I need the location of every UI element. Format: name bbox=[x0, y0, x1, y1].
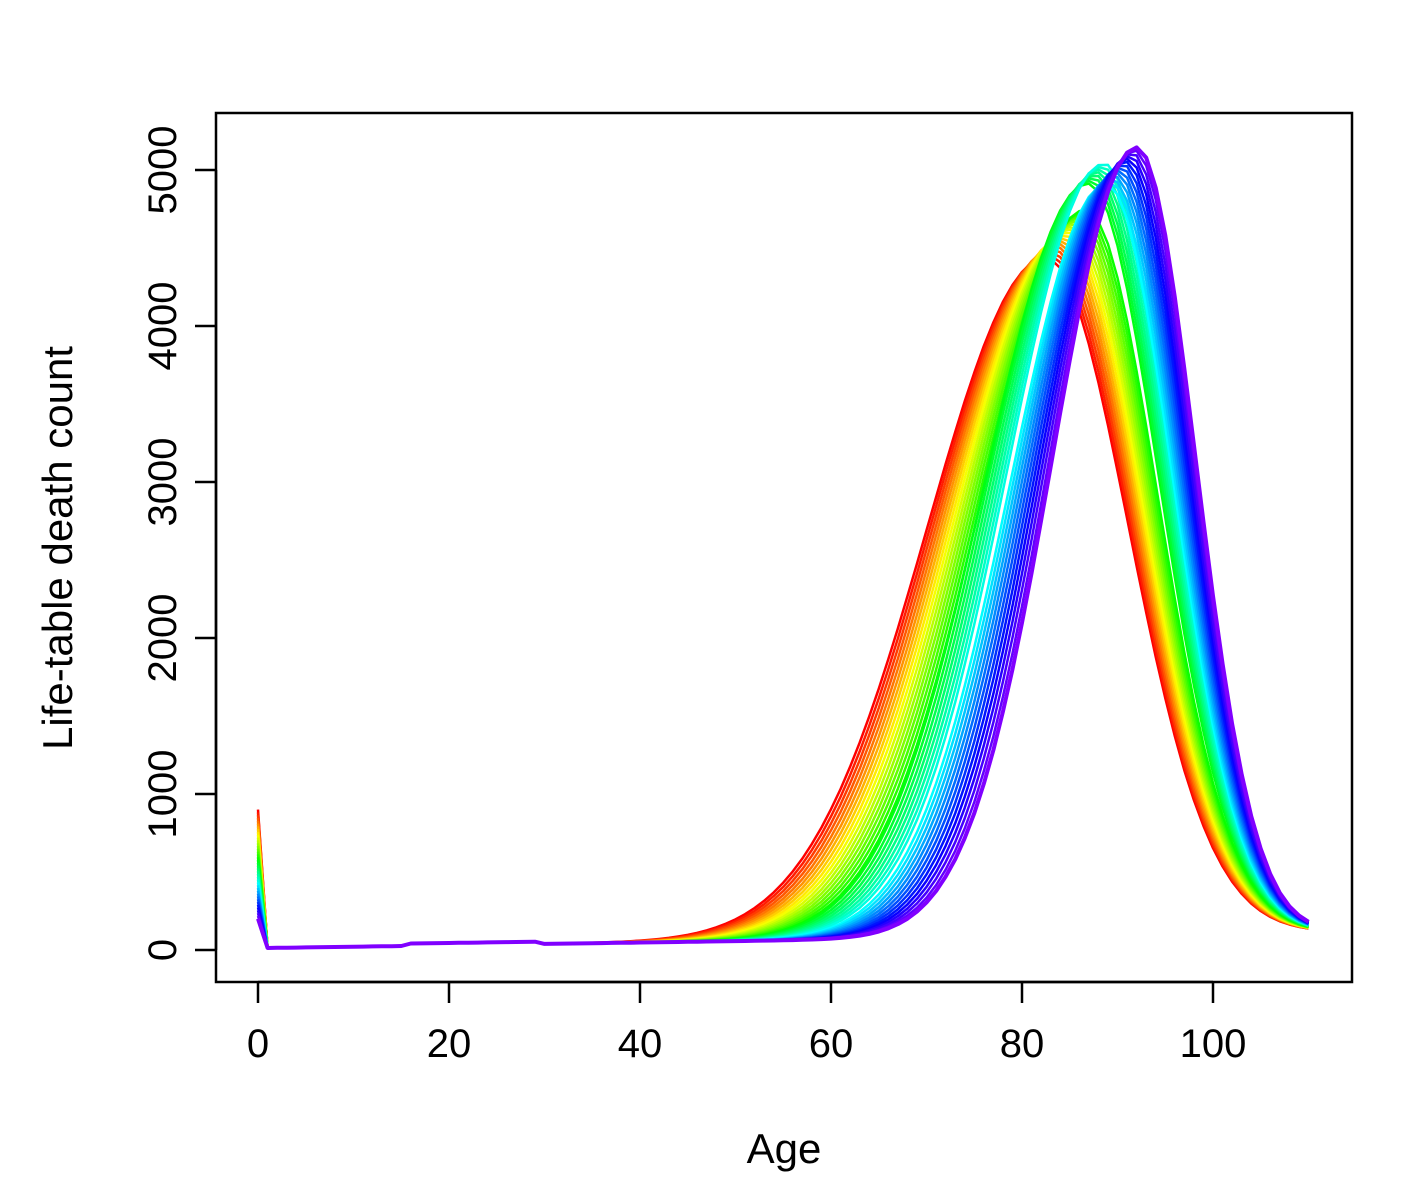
x-axis: 0 20 40 60 80 100 bbox=[247, 980, 1247, 1066]
x-tick-label: 0 bbox=[247, 1022, 269, 1066]
y-axis: 0 1000 2000 3000 4000 5000 bbox=[141, 126, 218, 961]
y-tick-label: 1000 bbox=[141, 750, 185, 839]
x-tick-label: 20 bbox=[427, 1022, 472, 1066]
y-tick-label: 2000 bbox=[141, 594, 185, 683]
y-tick-label: 3000 bbox=[141, 438, 185, 527]
series-line-40 bbox=[256, 145, 1310, 950]
y-tick-label: 5000 bbox=[141, 126, 185, 215]
x-axis-title: Age bbox=[747, 1125, 822, 1172]
x-tick-label: 80 bbox=[1000, 1022, 1045, 1066]
x-tick-label: 40 bbox=[618, 1022, 663, 1066]
x-tick-label: 100 bbox=[1180, 1022, 1247, 1066]
y-tick-label: 4000 bbox=[141, 282, 185, 371]
x-tick-label: 60 bbox=[809, 1022, 854, 1066]
y-axis-title: Life-table death count bbox=[34, 346, 81, 750]
series-group bbox=[256, 145, 1310, 950]
y-tick-label: 0 bbox=[141, 939, 185, 961]
